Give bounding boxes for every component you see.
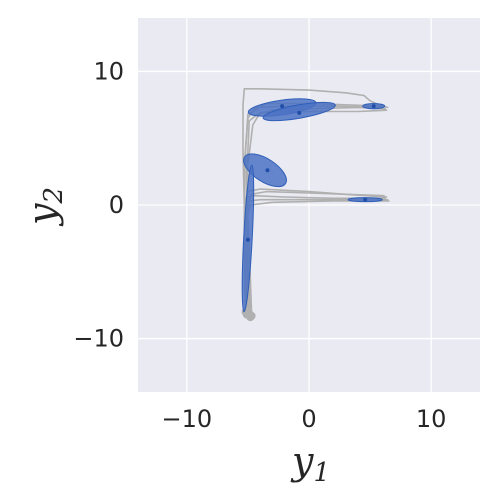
gridlines — [138, 18, 480, 392]
x-tick-label: −10 — [162, 405, 213, 433]
plot-contents — [241, 88, 390, 322]
x-tick-labels: −10 0 10 — [162, 405, 447, 433]
ellipse-centers — [245, 104, 376, 242]
ellipse-center — [245, 237, 250, 242]
y-tick-label: 10 — [93, 57, 124, 85]
ellipse-center — [297, 110, 302, 115]
covariance-ellipse — [243, 153, 287, 188]
ellipse-center — [371, 104, 376, 109]
y-axis-label-subscript: 2 — [39, 187, 69, 205]
y-axis-label: y2 — [20, 187, 69, 227]
x-axis-label-base: y — [290, 439, 314, 483]
x-tick-label: 10 — [416, 405, 447, 433]
start-point — [247, 311, 256, 320]
ellipse-center — [280, 104, 285, 109]
y-tick-label: −10 — [73, 325, 124, 353]
x-axis-label-subscript: 1 — [313, 458, 330, 488]
y-axis-label-base: y — [20, 203, 64, 227]
x-axis-label: y1 — [290, 439, 330, 488]
y-tick-labels: −10 0 10 — [73, 57, 124, 352]
ellipse-center — [265, 168, 270, 173]
x-tick-label: 0 — [301, 405, 316, 433]
ellipse-center — [363, 197, 368, 202]
y-tick-label: 0 — [109, 191, 124, 219]
